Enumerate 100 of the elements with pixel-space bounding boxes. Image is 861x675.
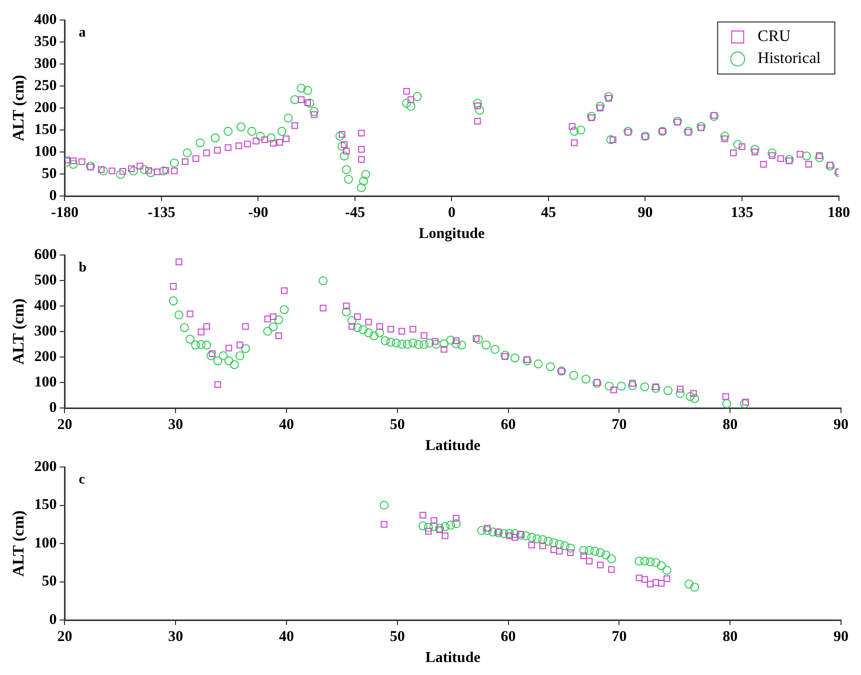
point [606, 135, 616, 144]
point [528, 542, 535, 548]
annotation: a [78, 26, 86, 41]
x-tick-label: 80 [722, 628, 738, 645]
point [340, 151, 349, 160]
y-tick-label: 100 [34, 374, 57, 390]
point [477, 526, 486, 535]
point [499, 529, 508, 538]
point [354, 313, 361, 320]
point [365, 318, 372, 326]
point [802, 151, 811, 160]
point [387, 326, 394, 333]
point [116, 170, 126, 179]
y-axis-title: ALT (cm) [10, 298, 28, 365]
point [430, 517, 438, 524]
point [129, 166, 138, 176]
point [676, 386, 684, 392]
point [359, 176, 368, 186]
point [98, 166, 108, 176]
y-tick-label: 500 [34, 272, 57, 288]
point [586, 112, 596, 121]
point [425, 528, 432, 535]
point [256, 132, 265, 141]
point [412, 92, 422, 102]
point [406, 102, 416, 111]
point [512, 534, 518, 541]
point [484, 524, 491, 532]
point [275, 332, 282, 340]
point [236, 342, 244, 348]
point [320, 304, 326, 312]
y-tick-label: 150 [34, 122, 57, 138]
point [576, 126, 586, 134]
y-tick-label: 100 [34, 144, 57, 160]
legend-label: CRU [758, 28, 791, 46]
point [696, 122, 706, 131]
legend-label: Historical [758, 50, 822, 68]
y-tick-label: 0 [49, 188, 57, 204]
point [356, 183, 366, 192]
point [210, 133, 220, 142]
x-tick-label: 180 [828, 204, 850, 221]
point [335, 132, 344, 141]
point [570, 126, 579, 136]
point [170, 158, 179, 168]
point [280, 287, 288, 294]
point [305, 98, 314, 108]
point [742, 398, 749, 406]
point [203, 323, 210, 330]
point [440, 522, 450, 532]
y-tick-label: 400 [34, 298, 57, 314]
point [436, 526, 443, 534]
point [567, 549, 574, 556]
x-tick-label: 60 [500, 628, 516, 645]
point [473, 98, 482, 108]
point [640, 556, 650, 566]
point [527, 532, 536, 542]
y-tick-label: 200 [34, 100, 57, 116]
point [651, 558, 660, 568]
point [344, 174, 354, 184]
point [580, 552, 588, 560]
point [652, 384, 660, 390]
point [140, 165, 149, 174]
point [452, 514, 460, 522]
point [722, 393, 729, 400]
point [510, 529, 520, 538]
point [452, 519, 461, 528]
point [440, 346, 448, 353]
point [410, 326, 416, 333]
point [398, 328, 406, 335]
y-tick-label: 0 [49, 400, 57, 416]
point [266, 133, 276, 142]
point [186, 310, 194, 318]
point [544, 536, 553, 546]
point [296, 84, 306, 93]
y-axis-title: ALT (cm) [10, 510, 28, 577]
x-axis-title: Longitude [418, 226, 485, 242]
point [532, 534, 542, 544]
point [310, 107, 319, 116]
point [504, 529, 514, 538]
y-tick-label: 100 [34, 535, 57, 552]
point [380, 500, 389, 510]
point [435, 524, 444, 533]
point [446, 520, 456, 530]
y-tick-label: 200 [34, 348, 57, 365]
point [488, 528, 498, 537]
point [750, 144, 760, 154]
point [208, 350, 216, 358]
x-tick-label: 90 [834, 416, 848, 433]
point [538, 535, 548, 544]
point [636, 574, 642, 582]
point [236, 122, 246, 132]
point [482, 526, 492, 535]
point [247, 126, 256, 136]
y-tick-label: 250 [34, 78, 57, 94]
point [586, 558, 593, 564]
point [170, 283, 177, 290]
point [420, 512, 426, 519]
point [159, 166, 168, 176]
point [629, 380, 636, 387]
x-axis-title: Latitude [425, 650, 481, 666]
x-tick-label: -180 [50, 204, 78, 221]
